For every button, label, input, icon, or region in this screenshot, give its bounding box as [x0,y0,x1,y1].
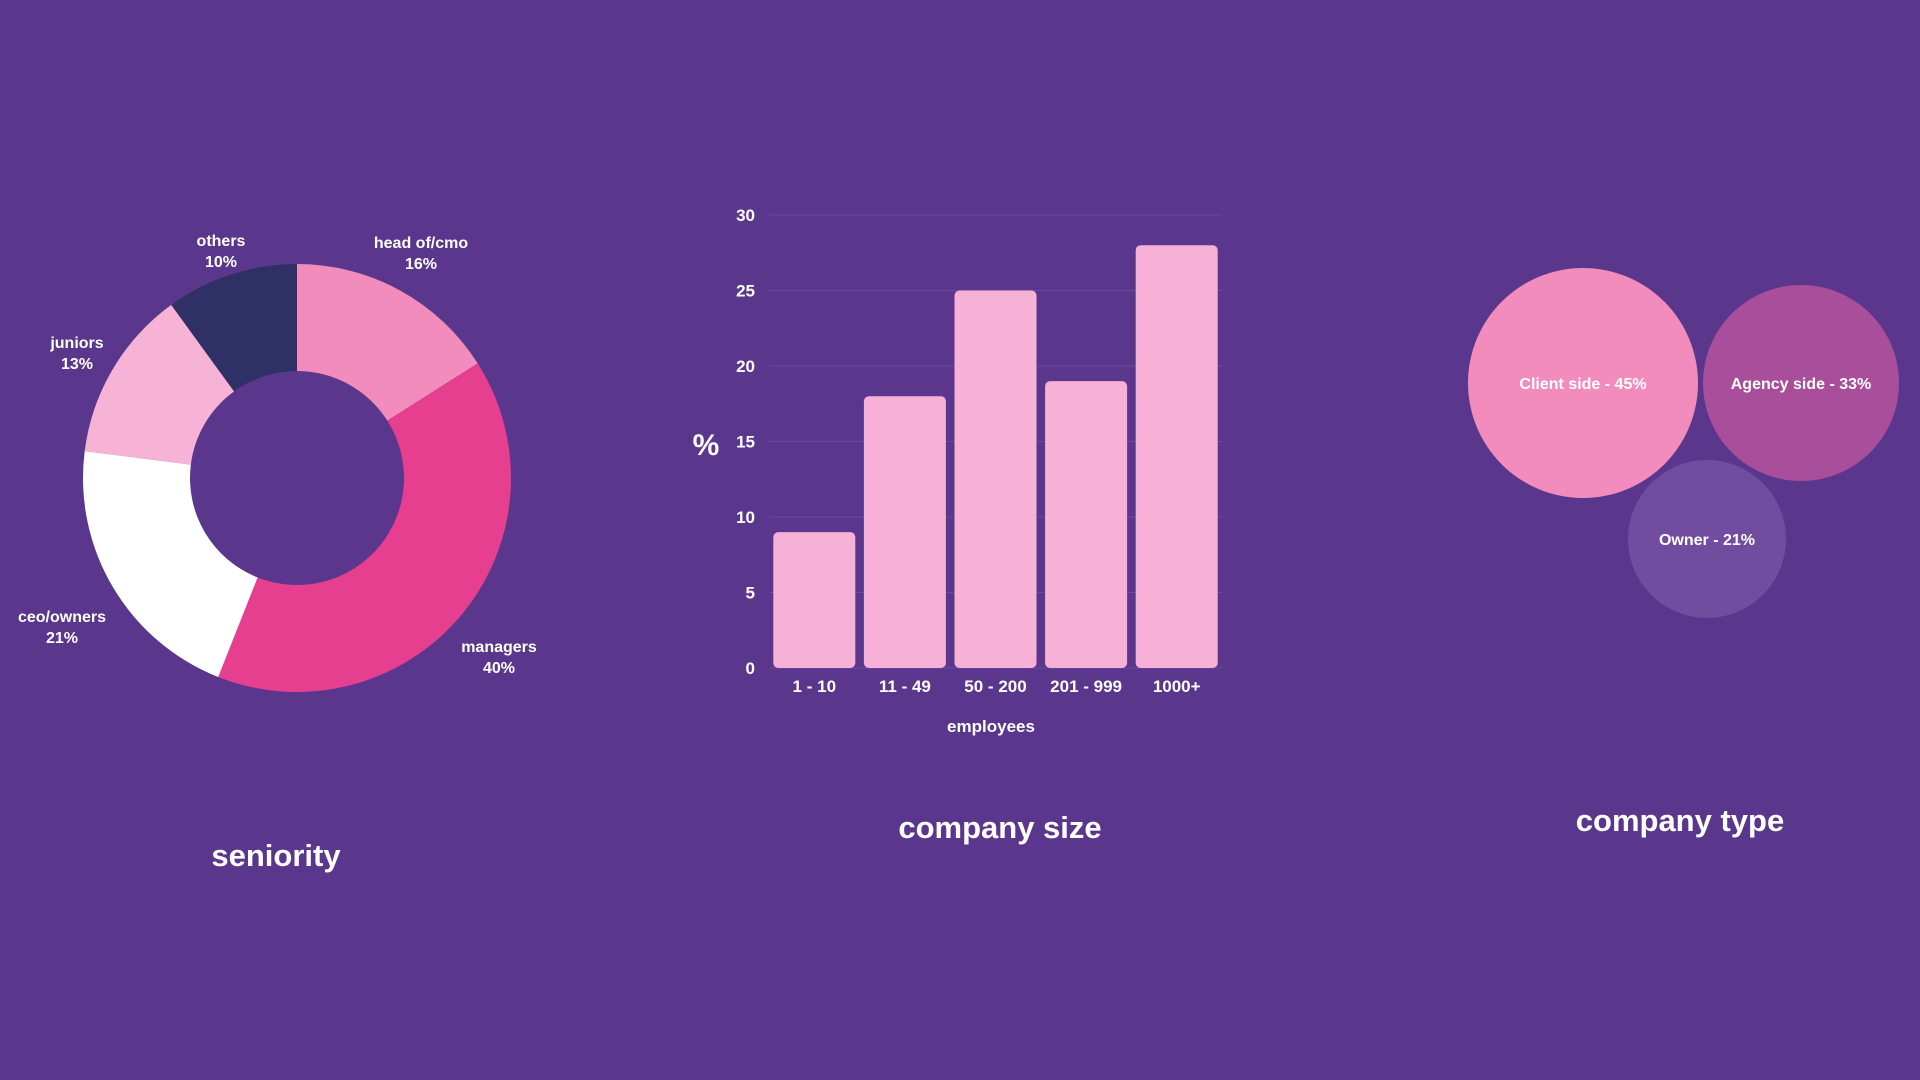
donut-label-ceo-owners: ceo/owners [18,609,106,626]
donut-value-ceo-owners: 21% [46,630,78,647]
y-tick-label: 5 [746,584,755,603]
y-tick-label: 0 [746,659,755,678]
company-size-title: company size [898,810,1101,845]
company-size-bar-chart: 0 5 10 15 20 25 30 1 - 10 11 - 49 50 - 200 201 - 9… [693,206,1222,736]
x-axis-label: employees [947,717,1035,736]
donut-label-juniors: juniors [49,335,103,352]
bar-50-200 [954,290,1037,668]
bar-1-10 [773,532,856,668]
company-type-title: company type [1576,803,1784,838]
donut-value-managers: 40% [483,660,515,677]
bar-11-49 [863,396,946,668]
bubble-owner-21 [1628,460,1786,618]
donut-label-managers: managers [461,639,537,656]
donut-label-others: others [197,233,246,250]
donut-slice-juniors [84,304,235,465]
donut-value-others: 10% [205,254,237,271]
y-tick-label: 20 [736,357,755,376]
donut-slice-head-of-cmo [297,264,478,421]
donut-slice-ceo-owners [83,451,258,677]
bubble-label-owner-21: Owner - 21% [1659,532,1755,549]
y-tick-label: 15 [736,433,755,452]
x-tick-label: 50 - 200 [964,677,1026,696]
y-tick-label: 25 [736,282,755,301]
x-tick-label: 201 - 999 [1050,677,1122,696]
bubble-label-agency-side-33: Agency side - 33% [1731,376,1872,393]
y-tick-label: 30 [736,206,755,225]
donut-value-head-of-cmo: 16% [405,256,437,273]
donut-label-head-of-cmo: head of/cmo [374,235,468,252]
bar-201-999 [1045,381,1128,668]
bar-1000 [1135,245,1218,668]
company-type-bubble-chart: Client side - 45% Agency side - 33% Owner … [1468,268,1899,618]
bubble-agency-side-33 [1703,285,1899,481]
donut-slice-others [171,264,297,392]
seniority-title: seniority [211,838,341,873]
x-tick-label: 1000+ [1153,677,1201,696]
y-axis-label: % [693,429,720,462]
donut-value-juniors: 13% [61,356,93,373]
x-tick-label: 1 - 10 [793,677,836,696]
bubble-client-side-45 [1468,268,1698,498]
donut-slice-managers [218,363,511,693]
bubble-label-client-side-45: Client side - 45% [1519,376,1646,393]
x-tick-label: 11 - 49 [879,677,931,696]
y-tick-label: 10 [736,508,755,527]
seniority-donut-chart: head of/cmo 16% managers 40% ceo/owners 21% ju… [18,233,537,693]
